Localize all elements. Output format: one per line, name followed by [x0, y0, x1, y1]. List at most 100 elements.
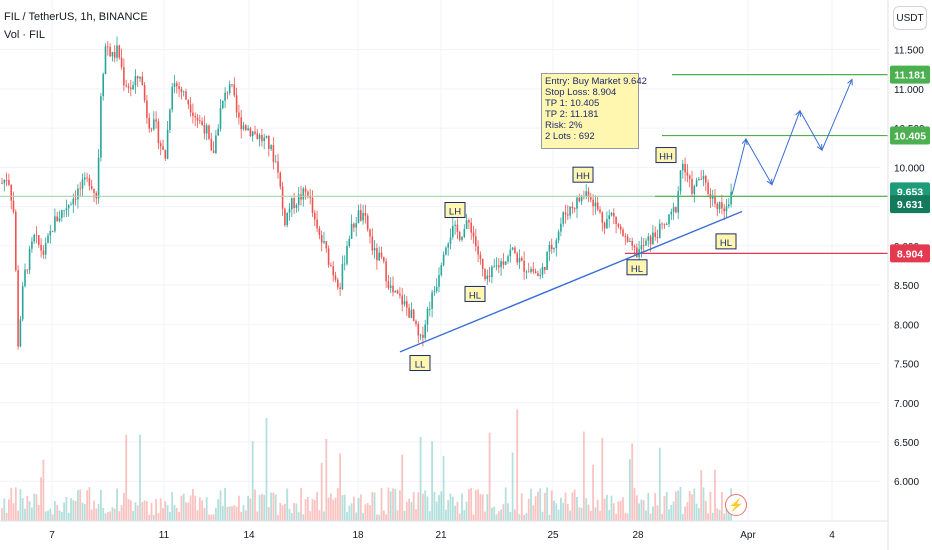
volume-bar: [599, 510, 601, 521]
volume-bar: [497, 511, 500, 521]
volume-bar: [226, 506, 229, 521]
volume-bar: [123, 492, 125, 521]
volume-bar: [5, 512, 8, 521]
volume-bar: [343, 494, 346, 521]
candle-body: [599, 209, 601, 213]
candle-body: [353, 223, 355, 228]
candle-body: [431, 292, 433, 309]
candle-body: [426, 308, 429, 325]
candle-body: [304, 188, 307, 192]
volume-bar: [185, 502, 187, 521]
volume-bar: [118, 511, 121, 521]
candle-body: [679, 170, 682, 192]
candle-body: [721, 202, 723, 209]
volume-bar: [382, 510, 385, 521]
volume-bar: [486, 494, 489, 521]
candle-body: [54, 216, 56, 232]
volume-bar: [532, 505, 535, 521]
candle-body: [514, 247, 516, 254]
candle-body: [130, 87, 132, 90]
volume-bar: [263, 494, 266, 521]
time-axis[interactable]: 7 11 14 18 21 25 28 Apr 4: [0, 520, 888, 541]
currency-button[interactable]: USDT: [893, 6, 927, 30]
candle-body: [31, 241, 33, 249]
candle-body: [350, 223, 353, 239]
projection-arrowhead: [847, 78, 853, 86]
volume-bar: [553, 500, 555, 521]
volume-bar: [336, 488, 339, 521]
lightning-icon[interactable]: ⚡: [725, 494, 747, 516]
volume-bar: [668, 509, 670, 521]
candle-body: [408, 307, 410, 318]
candle-body: [594, 202, 597, 207]
volume-bar: [612, 503, 615, 521]
candle-body: [12, 200, 15, 212]
candle-body: [242, 125, 245, 130]
volume-bar: [373, 492, 376, 521]
candle-body: [185, 91, 187, 100]
candle-body: [109, 47, 111, 57]
risk-text: Risk: 2%: [545, 120, 583, 131]
volume-bar: [318, 510, 321, 521]
candle-body: [410, 309, 413, 318]
candle-body: [240, 117, 242, 130]
volume-bar: [606, 494, 608, 521]
volume-bar: [35, 494, 38, 521]
volume-bar: [422, 493, 424, 521]
price-tick-label: 10.000: [894, 163, 925, 174]
volume-bar: [677, 490, 680, 521]
volume-bar: [679, 487, 682, 521]
candle-body: [601, 212, 604, 223]
candle-body: [330, 265, 332, 267]
volume-legend[interactable]: Vol · FIL: [4, 29, 45, 41]
projection-arrowhead: [741, 137, 748, 146]
volume-bar: [670, 504, 673, 521]
candle-body: [502, 261, 505, 265]
volume-bar: [141, 502, 144, 521]
candle-body: [394, 290, 397, 293]
candle-body: [610, 212, 613, 216]
volume-bar: [152, 514, 155, 521]
volume-bar: [435, 501, 438, 521]
candle-body: [61, 210, 63, 218]
candle-body: [153, 119, 155, 130]
trade-info-box[interactable]: Entry: Buy Market 9.642 Stop Loss: 8.904…: [541, 73, 647, 149]
candle-body: [141, 76, 144, 86]
swing-label: HL: [720, 238, 732, 249]
candle-body: [42, 250, 45, 255]
candle-body: [49, 231, 52, 236]
candle-body: [389, 285, 392, 288]
volume-bar: [362, 513, 364, 521]
volume-bar: [307, 497, 309, 521]
price-tick-label: 7.000: [894, 399, 919, 410]
volume-bar: [576, 496, 578, 521]
volume-bar: [334, 497, 337, 521]
candle-body: [270, 145, 272, 149]
volume-bar: [500, 509, 502, 521]
candle-body: [387, 281, 390, 288]
volume-bar: [718, 509, 721, 521]
candle-body: [624, 236, 627, 238]
symbol-title[interactable]: FIL / TetherUS, 1h, BINANCE: [4, 11, 148, 23]
volume-bar: [148, 514, 151, 521]
candle-body: [622, 229, 624, 237]
candle-body: [422, 334, 424, 338]
candle-body: [24, 269, 26, 287]
price-axis[interactable]: 11.50011.00010.50010.0009.5009.0008.5008…: [887, 0, 930, 550]
volume-bar: [247, 495, 249, 521]
volume-bar: [491, 507, 493, 521]
candle-body: [281, 186, 284, 209]
volume-bar: [44, 511, 47, 521]
candle-body: [120, 57, 123, 68]
volume-bar: [244, 510, 247, 521]
candle-body: [688, 175, 691, 180]
volume-bar: [325, 439, 328, 521]
volume-bar: [550, 490, 553, 521]
candle-body: [580, 196, 583, 202]
candle-body: [518, 258, 521, 263]
volume-bar: [511, 452, 514, 521]
candle-body: [399, 293, 401, 296]
volume-bar: [270, 492, 272, 521]
volume-bar: [31, 507, 33, 521]
